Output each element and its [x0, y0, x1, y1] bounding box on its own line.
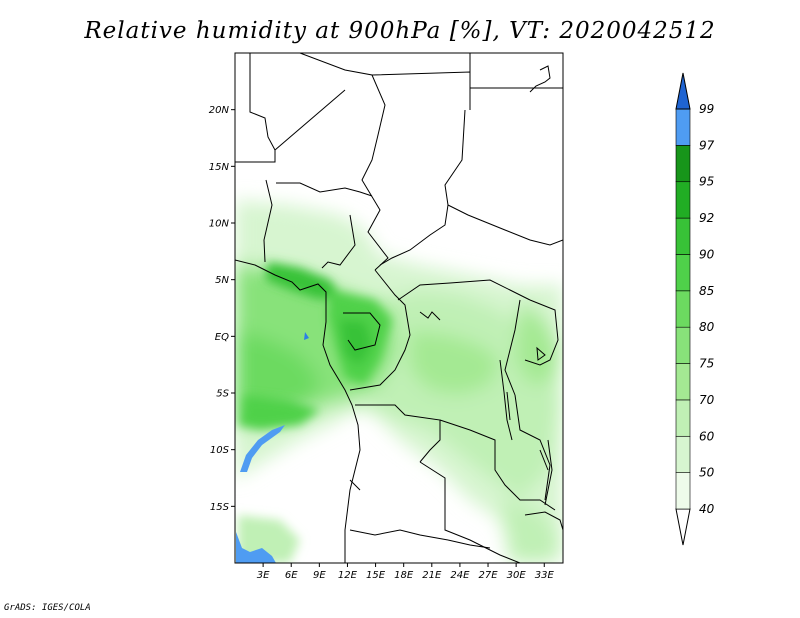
colorbar-segment — [675, 290, 691, 328]
lat-tick-label: EQ — [215, 332, 229, 343]
country-borders — [235, 53, 563, 563]
colorbar-segment — [675, 326, 691, 364]
lat-tick-label: 10N — [209, 219, 230, 230]
colorbar-label: 70 — [699, 393, 715, 407]
colorbar-segment — [675, 399, 691, 437]
colorbar-label: 50 — [699, 466, 715, 480]
colorbar-segment — [675, 108, 691, 146]
colorbar-segment — [675, 145, 691, 183]
lon-tick-label: 6E — [285, 570, 298, 581]
lat-tick-label: 15N — [209, 162, 230, 173]
colorbar-label: 40 — [699, 502, 715, 516]
humidity-field — [235, 53, 563, 563]
lon-tick-label: 3E — [257, 570, 270, 581]
colorbar-label: 97 — [699, 138, 715, 152]
lon-tick-label: 9E — [313, 570, 326, 581]
colorbar-segment — [675, 181, 691, 219]
lon-tick-label: 18E — [394, 570, 414, 581]
map-title: Relative humidity at 900hPa [%], VT: 202… — [84, 18, 716, 44]
colorbar-segment — [675, 217, 691, 255]
lon-tick-label: 27E — [479, 570, 499, 581]
lon-tick-label: 21E — [422, 570, 442, 581]
lat-tick-label: 5N — [215, 275, 229, 286]
colorbar-high-arrow — [675, 72, 691, 110]
colorbar-label: 99 — [699, 102, 714, 116]
grads-credit: GrADS: IGES/COLA — [4, 603, 91, 613]
colorbar-segment — [675, 254, 691, 292]
colorbar-label: 95 — [699, 175, 714, 189]
lon-tick-label: 30E — [507, 570, 527, 581]
latitude-axis: 20N 15N 10N 5N EQ 5S 10S 15S — [209, 105, 235, 513]
colorbar-low-arrow — [675, 508, 691, 546]
lon-tick-label: 15E — [366, 570, 386, 581]
lon-tick-label: 33E — [535, 570, 555, 581]
lat-tick-label: 5S — [216, 389, 229, 400]
lon-tick-label: 12E — [338, 570, 358, 581]
colorbar-label: 85 — [699, 284, 714, 298]
longitude-axis: 3E 6E 9E 12E 15E 18E 21E 24E 27E 30E 33E — [257, 563, 555, 581]
colorbar-label: 80 — [699, 320, 715, 334]
lat-tick-label: 10S — [210, 445, 230, 456]
colorbar: 99 97 95 92 90 85 80 75 70 60 50 40 — [675, 72, 715, 546]
lat-tick-label: 20N — [209, 105, 230, 116]
colorbar-segment — [675, 363, 691, 401]
map-frame — [234, 52, 564, 564]
colorbar-label: 60 — [699, 429, 715, 443]
colorbar-segment — [675, 472, 691, 510]
lat-tick-label: 15S — [210, 502, 230, 513]
colorbar-label: 92 — [699, 211, 714, 225]
colorbar-label: 75 — [699, 357, 714, 371]
colorbar-segment — [675, 435, 691, 473]
colorbar-label: 90 — [699, 247, 715, 261]
lon-tick-label: 24E — [450, 570, 470, 581]
